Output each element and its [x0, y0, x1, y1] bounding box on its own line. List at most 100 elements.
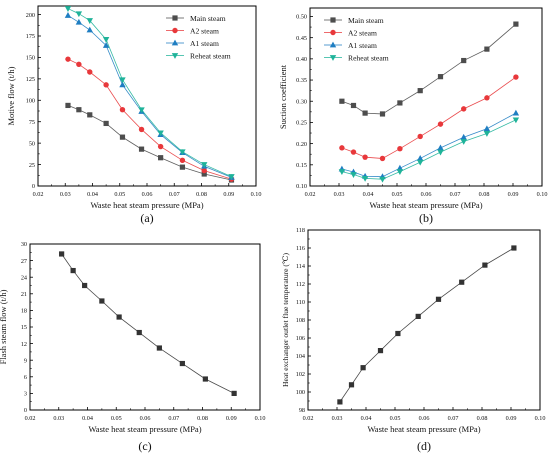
y-tick-label: 116	[296, 245, 305, 252]
data-point	[512, 117, 520, 124]
x-tick-label: 0.03	[60, 191, 71, 198]
y-tick-label: 0.50	[296, 14, 307, 21]
legend-label: Reheat steam	[190, 51, 231, 60]
x-tick-label: 0.06	[419, 415, 430, 422]
x-tick-label: 0.04	[87, 191, 98, 198]
x-tick-label: 0.05	[111, 415, 122, 422]
data-point	[119, 81, 126, 88]
series-line	[67, 8, 232, 177]
x-tick-label: 0.03	[332, 415, 343, 422]
panel-b: 0.02 0.03 0.04 0.05 0.06 0.07 0.08 0.09 0.10 0.10…	[278, 7, 547, 225]
x-axis-label: Waste heat steam pressure (MPa)	[88, 424, 201, 434]
data-point	[179, 157, 186, 163]
data-point	[482, 262, 488, 268]
data-point	[179, 360, 185, 367]
y-tick-label: 15	[21, 324, 27, 331]
y-tick-label: 27	[21, 258, 27, 265]
x-tick-label: 0.10	[255, 415, 266, 422]
y-tick-label: 100	[26, 97, 35, 104]
data-point	[511, 245, 517, 251]
y-tick-label: 118	[296, 227, 305, 234]
data-point	[119, 77, 126, 84]
y-tick-label: 0.10	[296, 183, 307, 190]
data-point	[338, 169, 346, 175]
data-point	[417, 159, 424, 166]
data-point	[396, 169, 404, 175]
data-point	[116, 314, 122, 320]
data-point	[337, 399, 343, 405]
data-point	[417, 133, 423, 140]
series-a2-steam	[65, 56, 235, 182]
data-point	[70, 267, 76, 274]
data-point	[157, 143, 164, 150]
data-point	[513, 21, 519, 27]
series-0	[337, 245, 517, 405]
data-point	[136, 329, 142, 336]
series-a1-steam	[64, 12, 235, 180]
x-tick-label: 0.02	[25, 415, 36, 422]
data-point	[102, 37, 110, 43]
y-tick-label: 0.30	[296, 98, 307, 105]
data-point	[201, 167, 207, 174]
y-tick-label: 104	[296, 353, 305, 360]
series-main-steam	[65, 102, 235, 183]
y-tick-label: 21	[21, 291, 27, 298]
y-tick-label: 30	[21, 241, 27, 248]
y-tick-label: 0.15	[296, 162, 307, 169]
data-point	[156, 345, 162, 351]
y-axis-label: Flash steam flow (t/h)	[0, 289, 8, 364]
data-point	[435, 296, 442, 302]
panel-label: (d)	[417, 439, 431, 453]
x-tick-label: 0.05	[392, 191, 403, 198]
x-tick-label: 0.04	[82, 415, 93, 422]
series-line	[341, 112, 517, 178]
x-axis-label: Waste heat steam pressure (MPa)	[90, 200, 203, 210]
data-point	[460, 133, 467, 140]
data-point	[202, 376, 208, 382]
data-point	[76, 107, 82, 113]
data-point	[483, 125, 491, 132]
legend-marker	[172, 15, 178, 21]
data-point	[483, 131, 491, 137]
data-point	[339, 98, 345, 104]
series-line	[61, 253, 235, 394]
x-tick-label: 0.07	[169, 191, 180, 198]
x-tick-label: 0.08	[197, 415, 208, 422]
y-tick-label: 102	[296, 371, 305, 378]
series-line	[67, 105, 232, 181]
x-tick-label: 0.03	[53, 415, 64, 422]
x-tick-label: 0.07	[168, 415, 179, 422]
data-point	[362, 110, 368, 116]
legend-label: A2 steam	[190, 26, 219, 35]
series-reheat-steam	[64, 6, 235, 180]
data-point	[377, 348, 384, 354]
y-tick-label: 125	[26, 76, 35, 83]
x-tick-label: 0.04	[361, 415, 372, 422]
series-line	[341, 119, 517, 180]
series-reheat-steam	[338, 117, 520, 183]
data-point	[87, 112, 93, 118]
y-tick-label: 100	[296, 389, 305, 396]
data-point	[360, 365, 366, 371]
data-point	[460, 139, 467, 145]
legend-label: Main steam	[190, 14, 226, 23]
data-point	[59, 251, 65, 257]
data-point	[64, 12, 72, 18]
data-point	[350, 149, 357, 155]
data-point	[415, 313, 421, 319]
data-point	[201, 162, 208, 168]
panel-c: 0.02 0.03 0.04 0.05 0.06 0.07 0.08 0.09 0.10 0 3 6 9…	[0, 241, 265, 453]
x-tick-label: 0.09	[223, 191, 234, 198]
data-point	[484, 46, 490, 52]
legend-marker	[171, 39, 179, 46]
y-tick-label: 0.45	[296, 35, 307, 42]
x-tick-label: 0.02	[305, 191, 316, 198]
y-tick-label: 150	[26, 55, 35, 62]
data-point	[179, 149, 186, 156]
data-point	[397, 100, 403, 106]
data-point	[86, 18, 93, 24]
data-point	[379, 176, 386, 183]
series-line	[341, 76, 517, 159]
x-tick-label: 0.10	[535, 415, 546, 422]
data-point	[350, 102, 357, 109]
